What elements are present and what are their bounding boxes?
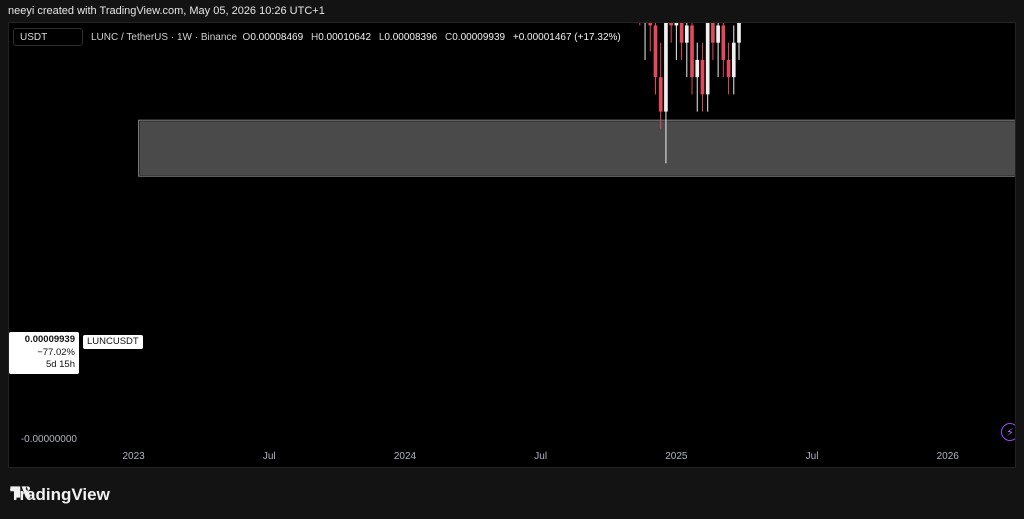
x-tick-label: Jul xyxy=(534,451,547,462)
candle-up xyxy=(695,59,700,78)
chart-caption: neeyi created with TradingView.com, May … xyxy=(8,5,325,17)
legend-open-value: 0.00008469 xyxy=(250,32,304,43)
candle-up xyxy=(664,23,668,112)
legend-high-value: 0.00010642 xyxy=(318,32,372,43)
last-price-change: −77.02% xyxy=(37,346,75,358)
brand-name: TradingView xyxy=(10,485,110,504)
support-zone xyxy=(138,119,1015,177)
candle-down xyxy=(711,23,715,43)
candle-down xyxy=(653,25,658,78)
candlestick-chart[interactable]: 0.000450000.000400000.000350000.00030000… xyxy=(9,23,1016,468)
legend-high-label: H xyxy=(310,32,319,43)
candle-down xyxy=(700,59,705,95)
x-tick-label: Jul xyxy=(263,451,276,462)
candle-down xyxy=(726,59,731,78)
candle-down xyxy=(669,23,673,26)
currency-selector[interactable]: USDT xyxy=(13,28,83,46)
tradingview-mark-icon xyxy=(10,486,31,498)
y-tick-label: -0.00000000 xyxy=(21,434,78,445)
x-tick-label: 2026 xyxy=(937,451,960,462)
x-tick-label: 2023 xyxy=(122,451,145,462)
candle-down xyxy=(658,77,663,112)
legend-close-value: 0.00009939 xyxy=(452,32,506,43)
bar-countdown: 5d 15h xyxy=(45,359,75,370)
last-price-value: 0.00009939 xyxy=(24,334,75,345)
legend-close-label: C xyxy=(445,32,453,43)
candle-up xyxy=(684,25,689,43)
candle-up xyxy=(731,42,736,78)
candle-up xyxy=(716,25,720,43)
x-tick-label: 2025 xyxy=(665,451,688,462)
candle-up xyxy=(737,23,741,43)
candle-down xyxy=(690,25,694,78)
tradingview-logo: TradingView xyxy=(10,485,110,505)
legend-change: +0.00001467 (+17.32%) xyxy=(512,32,621,43)
legend-symbol: LUNC / TetherUS · 1W · Binance xyxy=(91,32,237,43)
lightning-icon[interactable]: ⚡ xyxy=(1001,423,1015,441)
legend-low-label: L xyxy=(378,32,385,43)
symbol-tag: LUNCUSDT xyxy=(83,335,143,349)
candle-up xyxy=(705,23,710,95)
candle-down xyxy=(679,23,684,43)
last-price-tag: 0.00009939 −77.02% 5d 15h xyxy=(9,332,79,374)
chart-panel[interactable]: 0.000450000.000400000.000350000.00030000… xyxy=(8,22,1016,468)
support-zone-fill xyxy=(139,121,1015,176)
legend-low-value: 0.00008396 xyxy=(384,32,438,43)
candle-down xyxy=(648,23,653,26)
candle-up xyxy=(674,23,679,26)
legend-open-label: O xyxy=(242,32,251,43)
x-tick-label: 2024 xyxy=(394,451,417,462)
ohlc-legend: LUNC / TetherUS · 1W · Binance O0.000084… xyxy=(91,32,621,43)
candle-down xyxy=(721,25,726,60)
x-tick-label: Jul xyxy=(806,451,819,462)
